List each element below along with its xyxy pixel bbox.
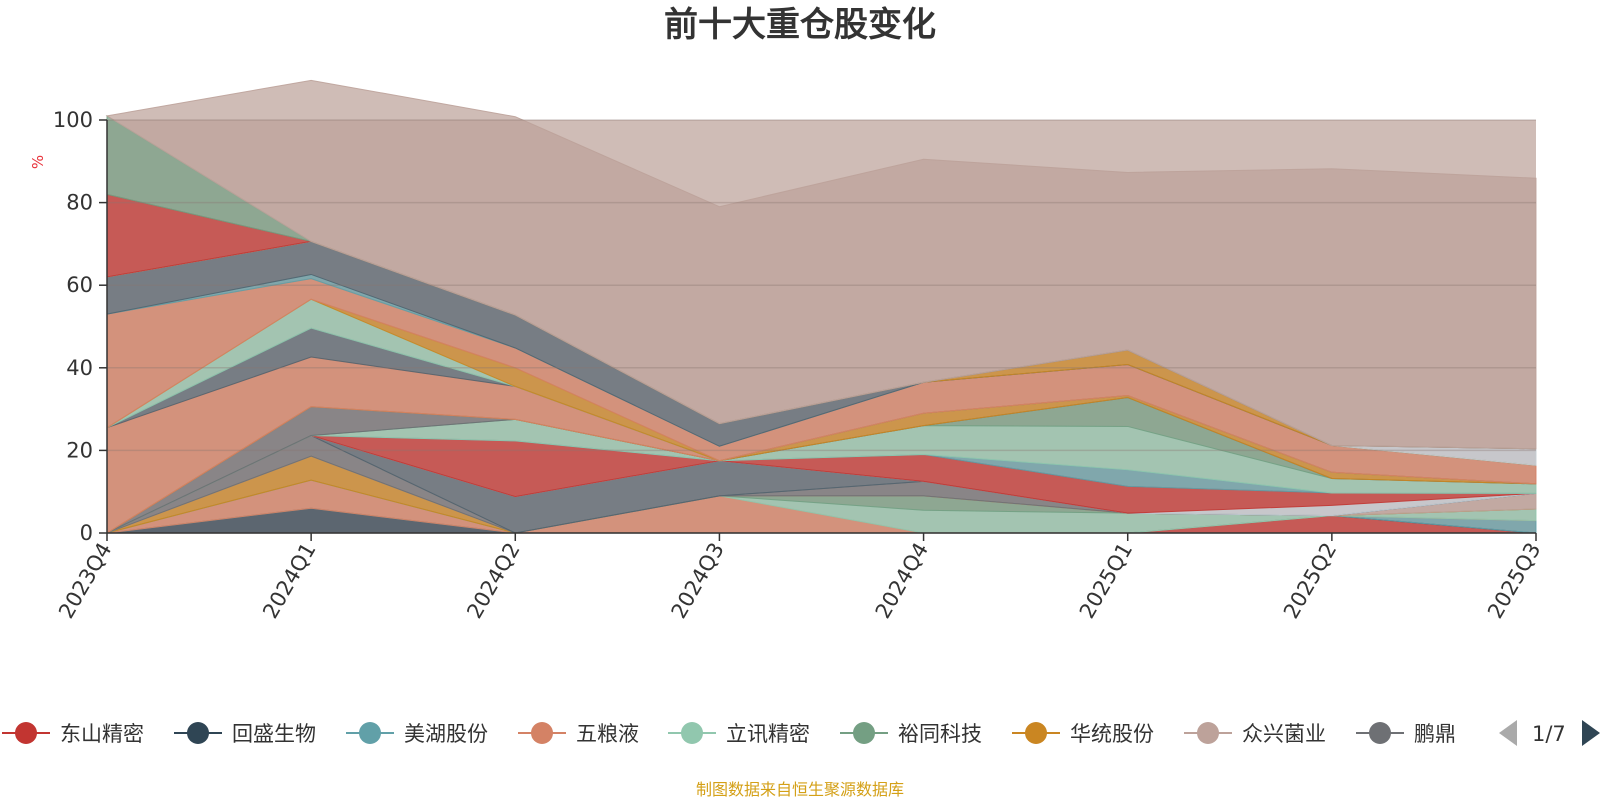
stacked-areas xyxy=(105,79,1537,534)
x-tick-label-0: 2023Q4 xyxy=(54,539,116,623)
y-tick-label-4: 80 xyxy=(66,191,93,215)
area-series-28 xyxy=(105,79,1537,450)
legend-label: 立讯精密 xyxy=(726,722,810,746)
legend-label: 回盛生物 xyxy=(232,722,316,746)
chart-title: 前十大重仓股变化 xyxy=(664,5,936,45)
legend-label: 裕同科技 xyxy=(898,722,982,746)
x-tick-label-5: 2025Q1 xyxy=(1075,539,1137,623)
legend-items: 东山精密 回盛生物 美湖股份 五粮液 立讯精密 裕同科技 华统股份 众兴菌业 鹏鼎 xyxy=(2,722,1456,746)
legend-item-5[interactable]: 裕同科技 xyxy=(840,722,982,746)
legend-prev-page-icon[interactable] xyxy=(1499,720,1517,746)
legend-item-8[interactable]: 鹏鼎 xyxy=(1356,722,1456,746)
legend: 东山精密 回盛生物 美湖股份 五粮液 立讯精密 裕同科技 华统股份 众兴菌业 鹏鼎 xyxy=(2,722,1456,746)
legend-marker-icon xyxy=(1197,722,1219,744)
x-tick-label-3: 2024Q3 xyxy=(666,539,728,623)
legend-marker-icon xyxy=(853,722,875,744)
y-tick-label-3: 60 xyxy=(66,273,93,297)
x-tick-label-2: 2024Q2 xyxy=(462,539,524,623)
legend-next-page-icon[interactable] xyxy=(1582,720,1600,746)
legend-label: 五粮液 xyxy=(576,722,639,746)
legend-item-2[interactable]: 美湖股份 xyxy=(346,722,488,746)
x-tick-label-7: 2025Q3 xyxy=(1483,539,1545,623)
x-tick-label-6: 2025Q2 xyxy=(1279,539,1341,623)
legend-marker-icon xyxy=(359,722,381,744)
y-tick-label-5: 100 xyxy=(53,108,93,132)
y-axis-unit: % xyxy=(29,155,47,169)
legend-item-0[interactable]: 东山精密 xyxy=(2,722,144,746)
x-tick-label-1: 2024Q1 xyxy=(258,539,320,623)
legend-marker-icon xyxy=(15,722,37,744)
y-tick-label-1: 20 xyxy=(66,438,93,462)
legend-label: 众兴菌业 xyxy=(1242,722,1326,746)
legend-label: 鹏鼎 xyxy=(1414,722,1456,746)
y-tick-label-2: 40 xyxy=(66,356,93,380)
legend-label: 华统股份 xyxy=(1070,722,1154,746)
legend-item-6[interactable]: 华统股份 xyxy=(1012,722,1154,746)
legend-label: 东山精密 xyxy=(60,722,144,746)
legend-item-7[interactable]: 众兴菌业 xyxy=(1184,722,1326,746)
legend-marker-icon xyxy=(1369,722,1391,744)
legend-item-4[interactable]: 立讯精密 xyxy=(668,722,810,746)
legend-item-1[interactable]: 回盛生物 xyxy=(174,722,316,746)
source-note: 制图数据来自恒生聚源数据库 xyxy=(696,780,904,799)
y-tick-label-0: 0 xyxy=(80,521,93,545)
legend-item-3[interactable]: 五粮液 xyxy=(518,722,639,746)
legend-marker-icon xyxy=(187,722,209,744)
x-tick-label-4: 2024Q4 xyxy=(871,539,933,623)
legend-marker-icon xyxy=(531,722,553,744)
legend-page-indicator: 1/7 xyxy=(1532,722,1566,746)
legend-marker-icon xyxy=(681,722,703,744)
legend-label: 美湖股份 xyxy=(404,722,488,746)
legend-pager: 1/7 xyxy=(1499,720,1600,746)
legend-marker-icon xyxy=(1025,722,1047,744)
